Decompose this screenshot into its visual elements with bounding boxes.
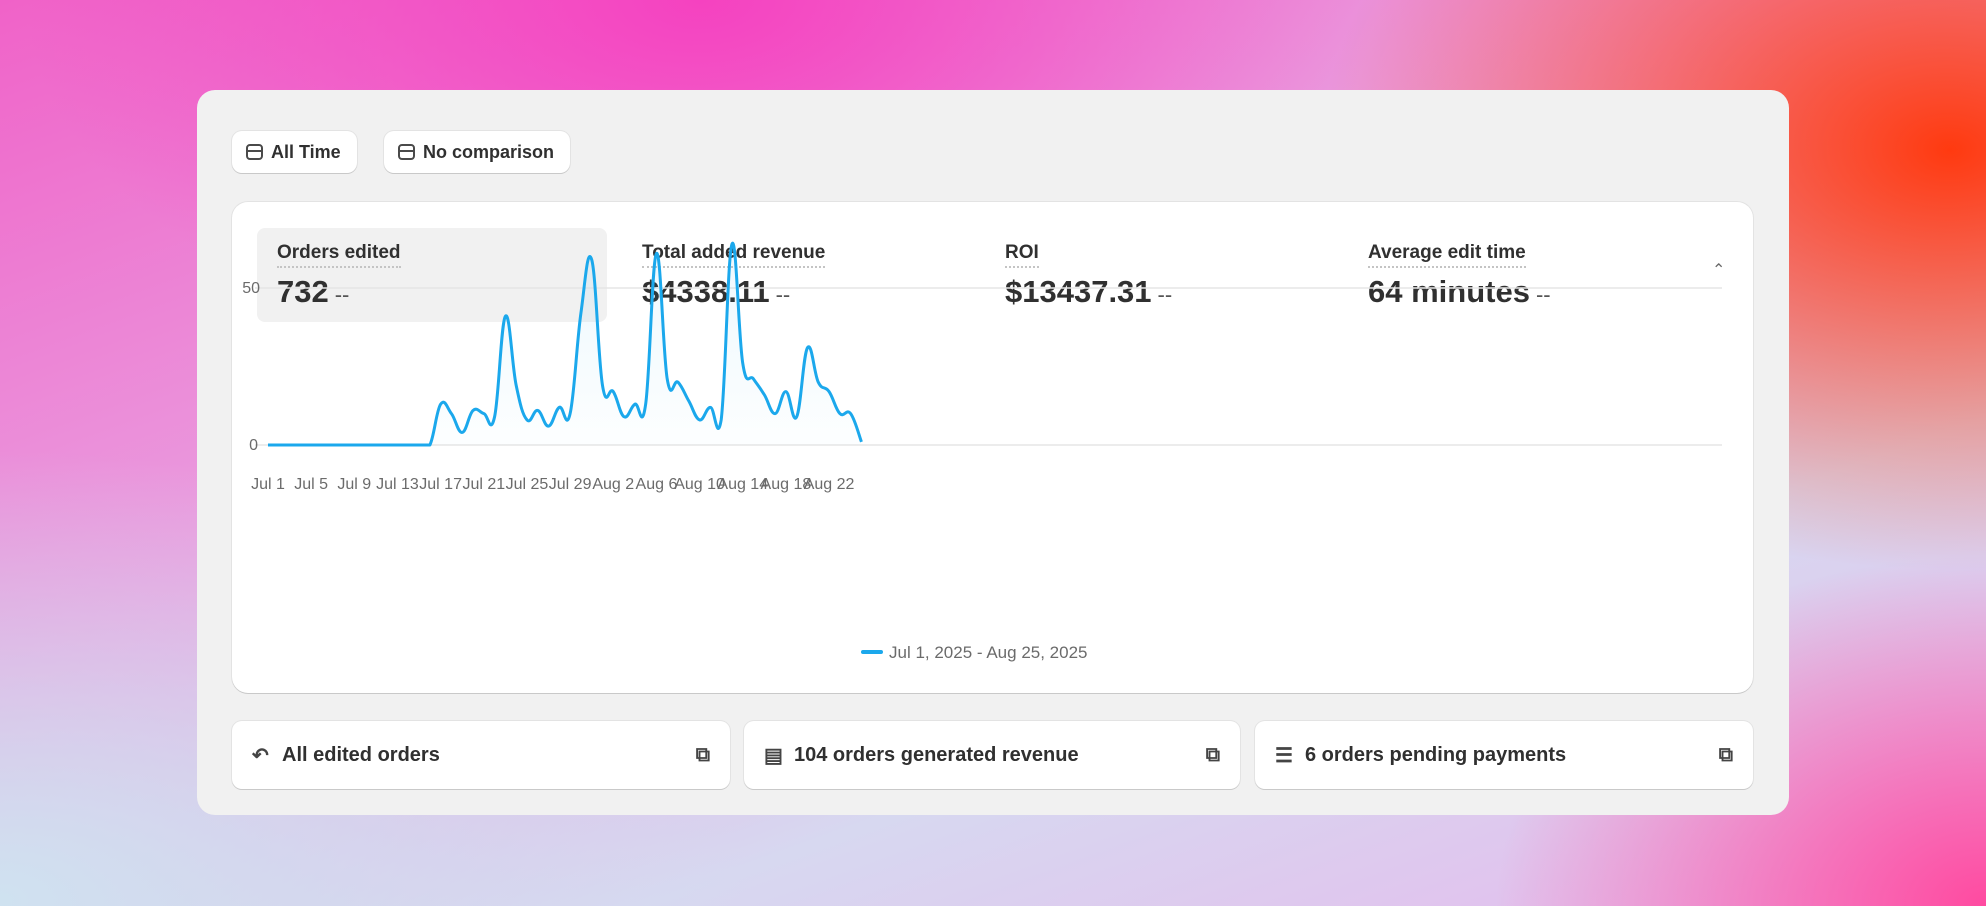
x-tick-label: Jul 17 — [419, 476, 462, 493]
x-tick-label: Aug 6 — [636, 476, 678, 493]
all-edited-orders-link[interactable]: ↶ All edited orders ⧉ — [232, 721, 730, 789]
x-tick-label: Aug 18 — [761, 476, 812, 493]
x-tick-label: Jul 21 — [462, 476, 505, 493]
metric-label: Orders edited — [277, 242, 401, 268]
undo-icon: ↶ — [252, 744, 269, 767]
link-label: 6 orders pending payments — [1305, 743, 1567, 766]
x-tick-label: Jul 5 — [294, 476, 328, 493]
y-tick-label: 50 — [242, 280, 260, 297]
metric-value: 732 — [277, 274, 329, 309]
calendar-icon — [398, 144, 415, 160]
external-link-icon: ⧉ — [1718, 743, 1733, 766]
x-tick-label: Aug 10 — [674, 476, 725, 493]
external-link-icon: ⧉ — [695, 743, 710, 766]
metric-label: Average edit time — [1368, 242, 1526, 268]
analytics-panel: All Time No comparison Orders edited 732… — [197, 90, 1789, 815]
inbox-icon: ▤ — [764, 744, 783, 767]
pending-payments-link[interactable]: ☰ 6 orders pending payments ⧉ — [1255, 721, 1753, 789]
cash-hand-icon: ☰ — [1275, 744, 1293, 767]
x-tick-label: Jul 13 — [376, 476, 419, 493]
y-tick-label: 0 — [249, 437, 258, 454]
chevron-up-icon[interactable]: ⌃ — [1712, 262, 1726, 279]
x-tick-label: Jul 1 — [251, 476, 285, 493]
link-label: All edited orders — [282, 743, 440, 766]
metric-label: ROI — [1005, 242, 1039, 268]
metrics-card: Orders edited 732-- Total added revenue … — [232, 202, 1753, 693]
metric-value: $13437.31 — [1005, 274, 1152, 309]
x-tick-label: Jul 29 — [549, 476, 592, 493]
calendar-icon — [246, 144, 263, 160]
series-line — [268, 241, 863, 447]
date-range-button[interactable]: All Time — [232, 131, 357, 173]
metric-orders-edited[interactable]: Orders edited 732 -- — [257, 228, 607, 322]
legend-label: Jul 1, 2025 - Aug 25, 2025 — [889, 643, 1088, 662]
metric-value: $4338.11 — [642, 274, 770, 309]
link-label: 104 orders generated revenue — [794, 743, 1079, 766]
comparison-label: No comparison — [423, 141, 555, 162]
x-tick-label: Jul 9 — [337, 476, 371, 493]
x-tick-label: Aug 22 — [804, 476, 855, 493]
date-range-label: All Time — [271, 141, 341, 162]
series-area — [268, 243, 862, 445]
revenue-orders-link[interactable]: ▤ 104 orders generated revenue ⧉ — [744, 721, 1240, 789]
external-link-icon: ⧉ — [1205, 743, 1220, 766]
x-tick-label: Aug 2 — [592, 476, 634, 493]
x-tick-label: Jul 25 — [506, 476, 549, 493]
x-tick-label: Aug 14 — [717, 476, 768, 493]
metric-value: 64 minutes — [1368, 274, 1530, 309]
comparison-button[interactable]: No comparison — [384, 131, 571, 173]
